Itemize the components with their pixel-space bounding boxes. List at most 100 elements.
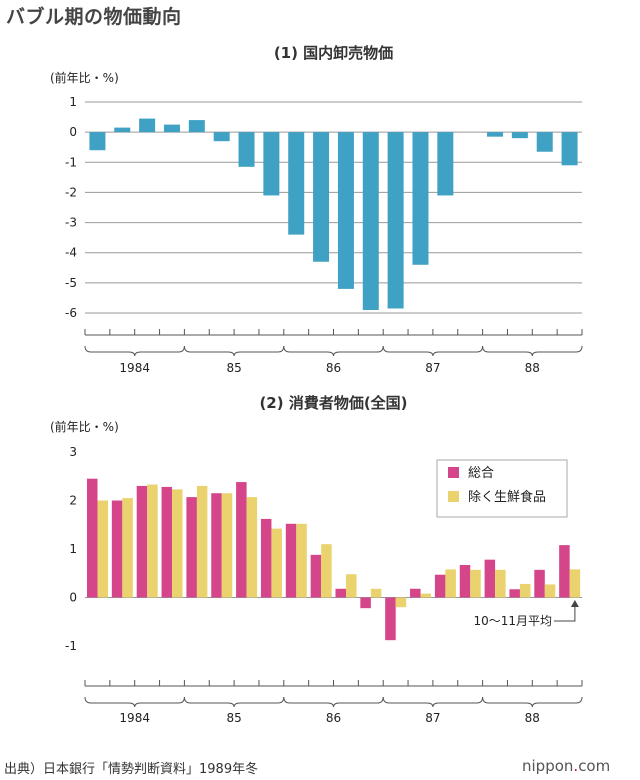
- bar-cpi-excl-fresh-food: [395, 597, 407, 608]
- y-tick-label: -6: [65, 306, 77, 320]
- bar-wholesale-price: [139, 118, 156, 133]
- bar-cpi-excl-fresh-food: [196, 485, 208, 598]
- year-label: 85: [226, 361, 241, 375]
- page-title: バブル期の物価動向: [6, 6, 182, 28]
- year-bracket: [382, 696, 484, 708]
- bar-cpi-excl-fresh-food: [470, 569, 481, 598]
- annotation-leader: [554, 606, 576, 622]
- legend-swatch: [448, 491, 459, 502]
- year-label: 86: [326, 711, 341, 725]
- bar-cpi-excl-fresh-food: [544, 584, 556, 598]
- year-bracket: [482, 345, 583, 357]
- bar-cpi-excl-fresh-food: [122, 498, 133, 598]
- logo-suffix: com: [578, 757, 611, 775]
- bar-wholesale-price: [288, 132, 305, 235]
- bar-cpi-excl-fresh-food: [346, 574, 357, 598]
- bar-cpi-total: [310, 554, 322, 598]
- bar-cpi-excl-fresh-food: [321, 544, 332, 598]
- year-label: 87: [425, 711, 440, 725]
- bar-wholesale-price: [263, 132, 280, 196]
- nippon-logo[interactable]: nippon.com: [522, 757, 610, 775]
- y-tick-label: -4: [65, 246, 77, 260]
- y-tick-label: -5: [65, 276, 77, 290]
- bar-wholesale-price: [114, 127, 131, 133]
- year-label: 88: [525, 361, 540, 375]
- bar-cpi-total: [161, 486, 173, 598]
- y-tick-label: 0: [69, 591, 77, 605]
- bar-cpi-excl-fresh-food: [147, 484, 158, 598]
- year-label: 87: [425, 361, 440, 375]
- year-bracket: [283, 345, 384, 357]
- bar-cpi-excl-fresh-food: [271, 528, 282, 598]
- bar-cpi-total: [87, 478, 98, 598]
- bar-wholesale-price: [188, 120, 205, 133]
- bar-cpi-total: [360, 597, 371, 609]
- bar-wholesale-price: [536, 132, 553, 152]
- y-tick-label: -3: [65, 216, 77, 230]
- bar-wholesale-price: [362, 132, 379, 310]
- y-tick-label: -2: [65, 185, 77, 199]
- bar-cpi-total: [260, 518, 272, 598]
- bar-cpi-excl-fresh-food: [221, 493, 233, 598]
- bar-cpi-excl-fresh-food: [370, 588, 382, 598]
- bar-wholesale-price: [213, 132, 230, 142]
- year-bracket: [283, 696, 384, 708]
- legend-label: 除く生鮮食品: [468, 489, 546, 505]
- y-axis-unit-label: (前年比・%): [50, 419, 119, 434]
- logo-name: nippon: [522, 757, 574, 775]
- y-tick-label: 3: [69, 445, 77, 459]
- year-label: 85: [226, 711, 241, 725]
- bar-wholesale-price: [387, 132, 404, 309]
- bar-cpi-total: [559, 545, 570, 598]
- year-bracket: [382, 345, 484, 357]
- annotation-label: 10〜11月平均: [473, 614, 552, 628]
- bar-cpi-excl-fresh-food: [296, 523, 307, 598]
- bar-wholesale-price: [561, 132, 578, 166]
- bar-cpi-total: [111, 500, 123, 598]
- year-bracket: [84, 345, 185, 357]
- bar-cpi-excl-fresh-food: [246, 497, 258, 598]
- bar-cpi-excl-fresh-food: [420, 593, 432, 598]
- bar-cpi-total: [285, 523, 297, 598]
- y-tick-label: 1: [69, 542, 77, 556]
- bar-cpi-total: [410, 588, 421, 598]
- bar-wholesale-price: [163, 124, 180, 133]
- year-bracket: [482, 696, 583, 708]
- y-axis-unit-label: (前年比・%): [50, 70, 119, 85]
- year-bracket: [84, 696, 185, 708]
- y-tick-label: 1: [69, 95, 77, 109]
- y-tick-label: -1: [65, 155, 77, 169]
- logo-dot: .: [573, 757, 579, 775]
- y-tick-label: 2: [69, 494, 77, 508]
- chart-title: (1) 国内卸売物価: [274, 44, 393, 62]
- bar-cpi-excl-fresh-food: [569, 569, 581, 598]
- bar-wholesale-price: [89, 132, 106, 151]
- chart-title: (2) 消費者物価(全国): [259, 394, 407, 412]
- legend-label: 総合: [468, 466, 494, 481]
- bar-cpi-excl-fresh-food: [97, 500, 108, 598]
- bar-cpi-total: [484, 559, 496, 598]
- year-label: 86: [326, 361, 341, 375]
- y-tick-label: 0: [69, 125, 77, 139]
- bar-cpi-excl-fresh-food: [519, 583, 531, 598]
- legend-swatch: [448, 467, 459, 478]
- bar-wholesale-price: [313, 132, 330, 262]
- bar-wholesale-price: [487, 132, 504, 137]
- year-label: 1984: [119, 711, 150, 725]
- year-bracket: [183, 345, 285, 357]
- bar-cpi-total: [385, 597, 396, 641]
- year-bracket: [183, 696, 285, 708]
- y-tick-label: -1: [65, 639, 77, 653]
- annotation-arrowhead: [570, 600, 579, 607]
- bar-cpi-total: [434, 574, 446, 598]
- bar-wholesale-price: [238, 132, 255, 167]
- bar-wholesale-price: [511, 132, 528, 139]
- bar-wholesale-price: [337, 132, 354, 289]
- bar-wholesale-price: [412, 132, 429, 265]
- bar-wholesale-price: [437, 132, 454, 196]
- bar-cpi-total: [211, 493, 222, 598]
- bar-cpi-excl-fresh-food: [172, 489, 183, 598]
- bar-cpi-total: [459, 565, 471, 598]
- bar-cpi-total: [186, 497, 197, 598]
